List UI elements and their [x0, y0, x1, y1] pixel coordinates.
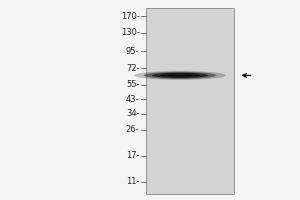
Ellipse shape — [160, 73, 200, 77]
Text: 170-: 170- — [121, 12, 140, 21]
Bar — [146, 8, 234, 194]
Text: 43-: 43- — [126, 95, 140, 104]
Text: 26-: 26- — [126, 125, 140, 134]
Text: 17-: 17- — [126, 151, 140, 160]
Text: 130-: 130- — [121, 28, 140, 37]
Text: 72-: 72- — [126, 64, 140, 73]
Ellipse shape — [144, 72, 216, 79]
Ellipse shape — [152, 73, 208, 78]
Ellipse shape — [134, 71, 226, 80]
Text: 55-: 55- — [126, 80, 140, 89]
Text: 11-: 11- — [126, 177, 140, 186]
Text: 34-: 34- — [126, 109, 140, 118]
Text: 95-: 95- — [126, 47, 140, 56]
